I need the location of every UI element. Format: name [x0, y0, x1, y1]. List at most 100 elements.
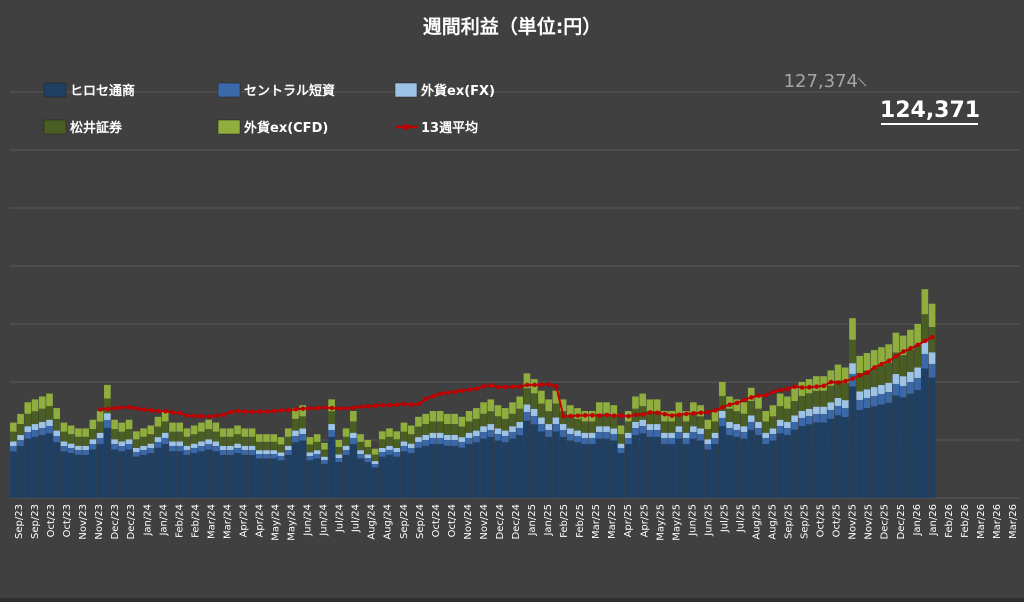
bar-gaikaex-cfd — [899, 335, 907, 356]
legend-swatch — [217, 82, 241, 98]
bar-gaikaex-cfd — [791, 387, 798, 402]
bar-gaikaex-cfd — [82, 428, 89, 437]
bar-hirose — [538, 431, 545, 498]
avg-point — [286, 407, 291, 413]
bar-central — [639, 425, 647, 434]
bar-gaikaex-fx — [364, 454, 372, 458]
bar-gaikaex-cfd — [212, 422, 220, 432]
avg-point — [799, 385, 805, 390]
bar-gaikaex-cfd — [523, 373, 531, 389]
bar-matsui — [190, 434, 198, 444]
avg-point — [575, 413, 581, 418]
bar-gaikaex-fx — [617, 443, 625, 448]
legend-item-gaikaex-fx: 外貨ex(FX) — [394, 82, 495, 99]
x-tick-label: Apr/24 — [254, 504, 265, 537]
bar-central — [603, 431, 610, 439]
bar-gaikaex-cfd — [559, 399, 567, 412]
bar-gaikaex-fx — [791, 415, 798, 422]
bar-hirose — [212, 451, 220, 498]
avg-point — [105, 406, 110, 412]
bar-gaikaex-fx — [487, 424, 495, 430]
avg-point — [184, 413, 190, 418]
bar-hirose — [690, 438, 697, 498]
bar-gaikaex-cfd — [227, 428, 234, 437]
bar-central — [668, 437, 675, 445]
bar-matsui — [234, 434, 241, 444]
bar-gaikaex-cfd — [17, 413, 24, 424]
bar-central — [588, 437, 596, 445]
bar-gaikaex-fx — [161, 432, 169, 438]
bar-matsui — [805, 393, 813, 409]
bar-central — [711, 437, 719, 445]
bar-matsui — [711, 421, 719, 433]
avg-point — [192, 413, 197, 419]
bar-hirose — [378, 456, 386, 498]
bar-hirose — [10, 451, 17, 498]
avg-point — [293, 406, 299, 412]
avg-point — [242, 409, 248, 414]
bar-gaikaex-fx — [784, 421, 791, 428]
bar-gaikaex-cfd — [60, 422, 68, 432]
bar-gaikaex-fx — [827, 402, 835, 410]
bar-central — [415, 441, 422, 448]
bar-matsui — [96, 421, 104, 433]
avg-point — [344, 406, 349, 411]
bar-hirose — [733, 436, 741, 498]
avg-point — [843, 378, 848, 384]
bar-central — [545, 429, 552, 437]
x-tick-label: Mar/26 — [992, 504, 1003, 539]
bar-gaikaex-fx — [704, 439, 712, 444]
bar-central — [776, 425, 784, 434]
bar-central — [726, 427, 733, 436]
bar-gaikaex-fx — [921, 341, 929, 354]
avg-point — [792, 384, 798, 389]
bar-gaikaex-cfd — [849, 318, 856, 340]
bar-gaikaex-fx — [227, 445, 234, 450]
bar-central — [574, 435, 581, 443]
x-tick-label: Oct/24 — [431, 504, 442, 537]
bar-matsui — [574, 418, 581, 431]
bar-gaikaex-cfd — [284, 428, 292, 437]
bar-gaikaex-fx — [198, 441, 205, 446]
bar-central — [458, 441, 466, 448]
bar-gaikaex-cfd — [386, 428, 393, 437]
bar-hirose — [813, 422, 820, 498]
avg-point — [546, 382, 552, 387]
bar-gaikaex-fx — [755, 421, 762, 428]
x-tick-label: Jul/25 — [735, 504, 746, 533]
legend-swatch — [394, 82, 418, 98]
bar-matsui — [581, 421, 589, 433]
avg-point — [922, 338, 928, 344]
bar-hirose — [718, 426, 726, 498]
avg-point — [850, 376, 856, 381]
bar-gaikaex-cfd — [31, 399, 39, 412]
bar-matsui — [733, 411, 741, 425]
x-tick-label: Jan/25 — [527, 504, 538, 537]
bar-gaikaex-fx — [581, 432, 589, 438]
bar-gaikaex-cfd — [538, 390, 545, 404]
bar-central — [661, 437, 668, 445]
bar-central — [624, 437, 632, 445]
bar-central — [89, 443, 97, 450]
x-tick-label: Nov/24 — [463, 504, 474, 540]
bar-gaikaex-fx — [313, 450, 321, 454]
legend-label: 13週平均 — [421, 120, 478, 136]
bar-central — [429, 437, 437, 445]
bar-central — [364, 457, 372, 463]
bar-matsui — [718, 395, 726, 411]
bar-central — [870, 395, 878, 407]
bar-hirose — [111, 449, 118, 498]
avg-point — [423, 396, 429, 402]
bar-gaikaex-cfd — [306, 437, 314, 445]
bar-hirose — [263, 458, 270, 498]
bar-hirose — [740, 438, 748, 498]
bar-matsui — [480, 413, 487, 427]
bar-matsui — [863, 370, 871, 390]
bar-matsui — [530, 393, 538, 409]
bar-central — [75, 449, 82, 455]
bar-matsui — [523, 388, 531, 405]
bar-gaikaex-cfd — [169, 422, 176, 432]
bar-central — [378, 451, 386, 457]
bar-hirose — [118, 451, 126, 498]
bar-central — [118, 445, 126, 452]
